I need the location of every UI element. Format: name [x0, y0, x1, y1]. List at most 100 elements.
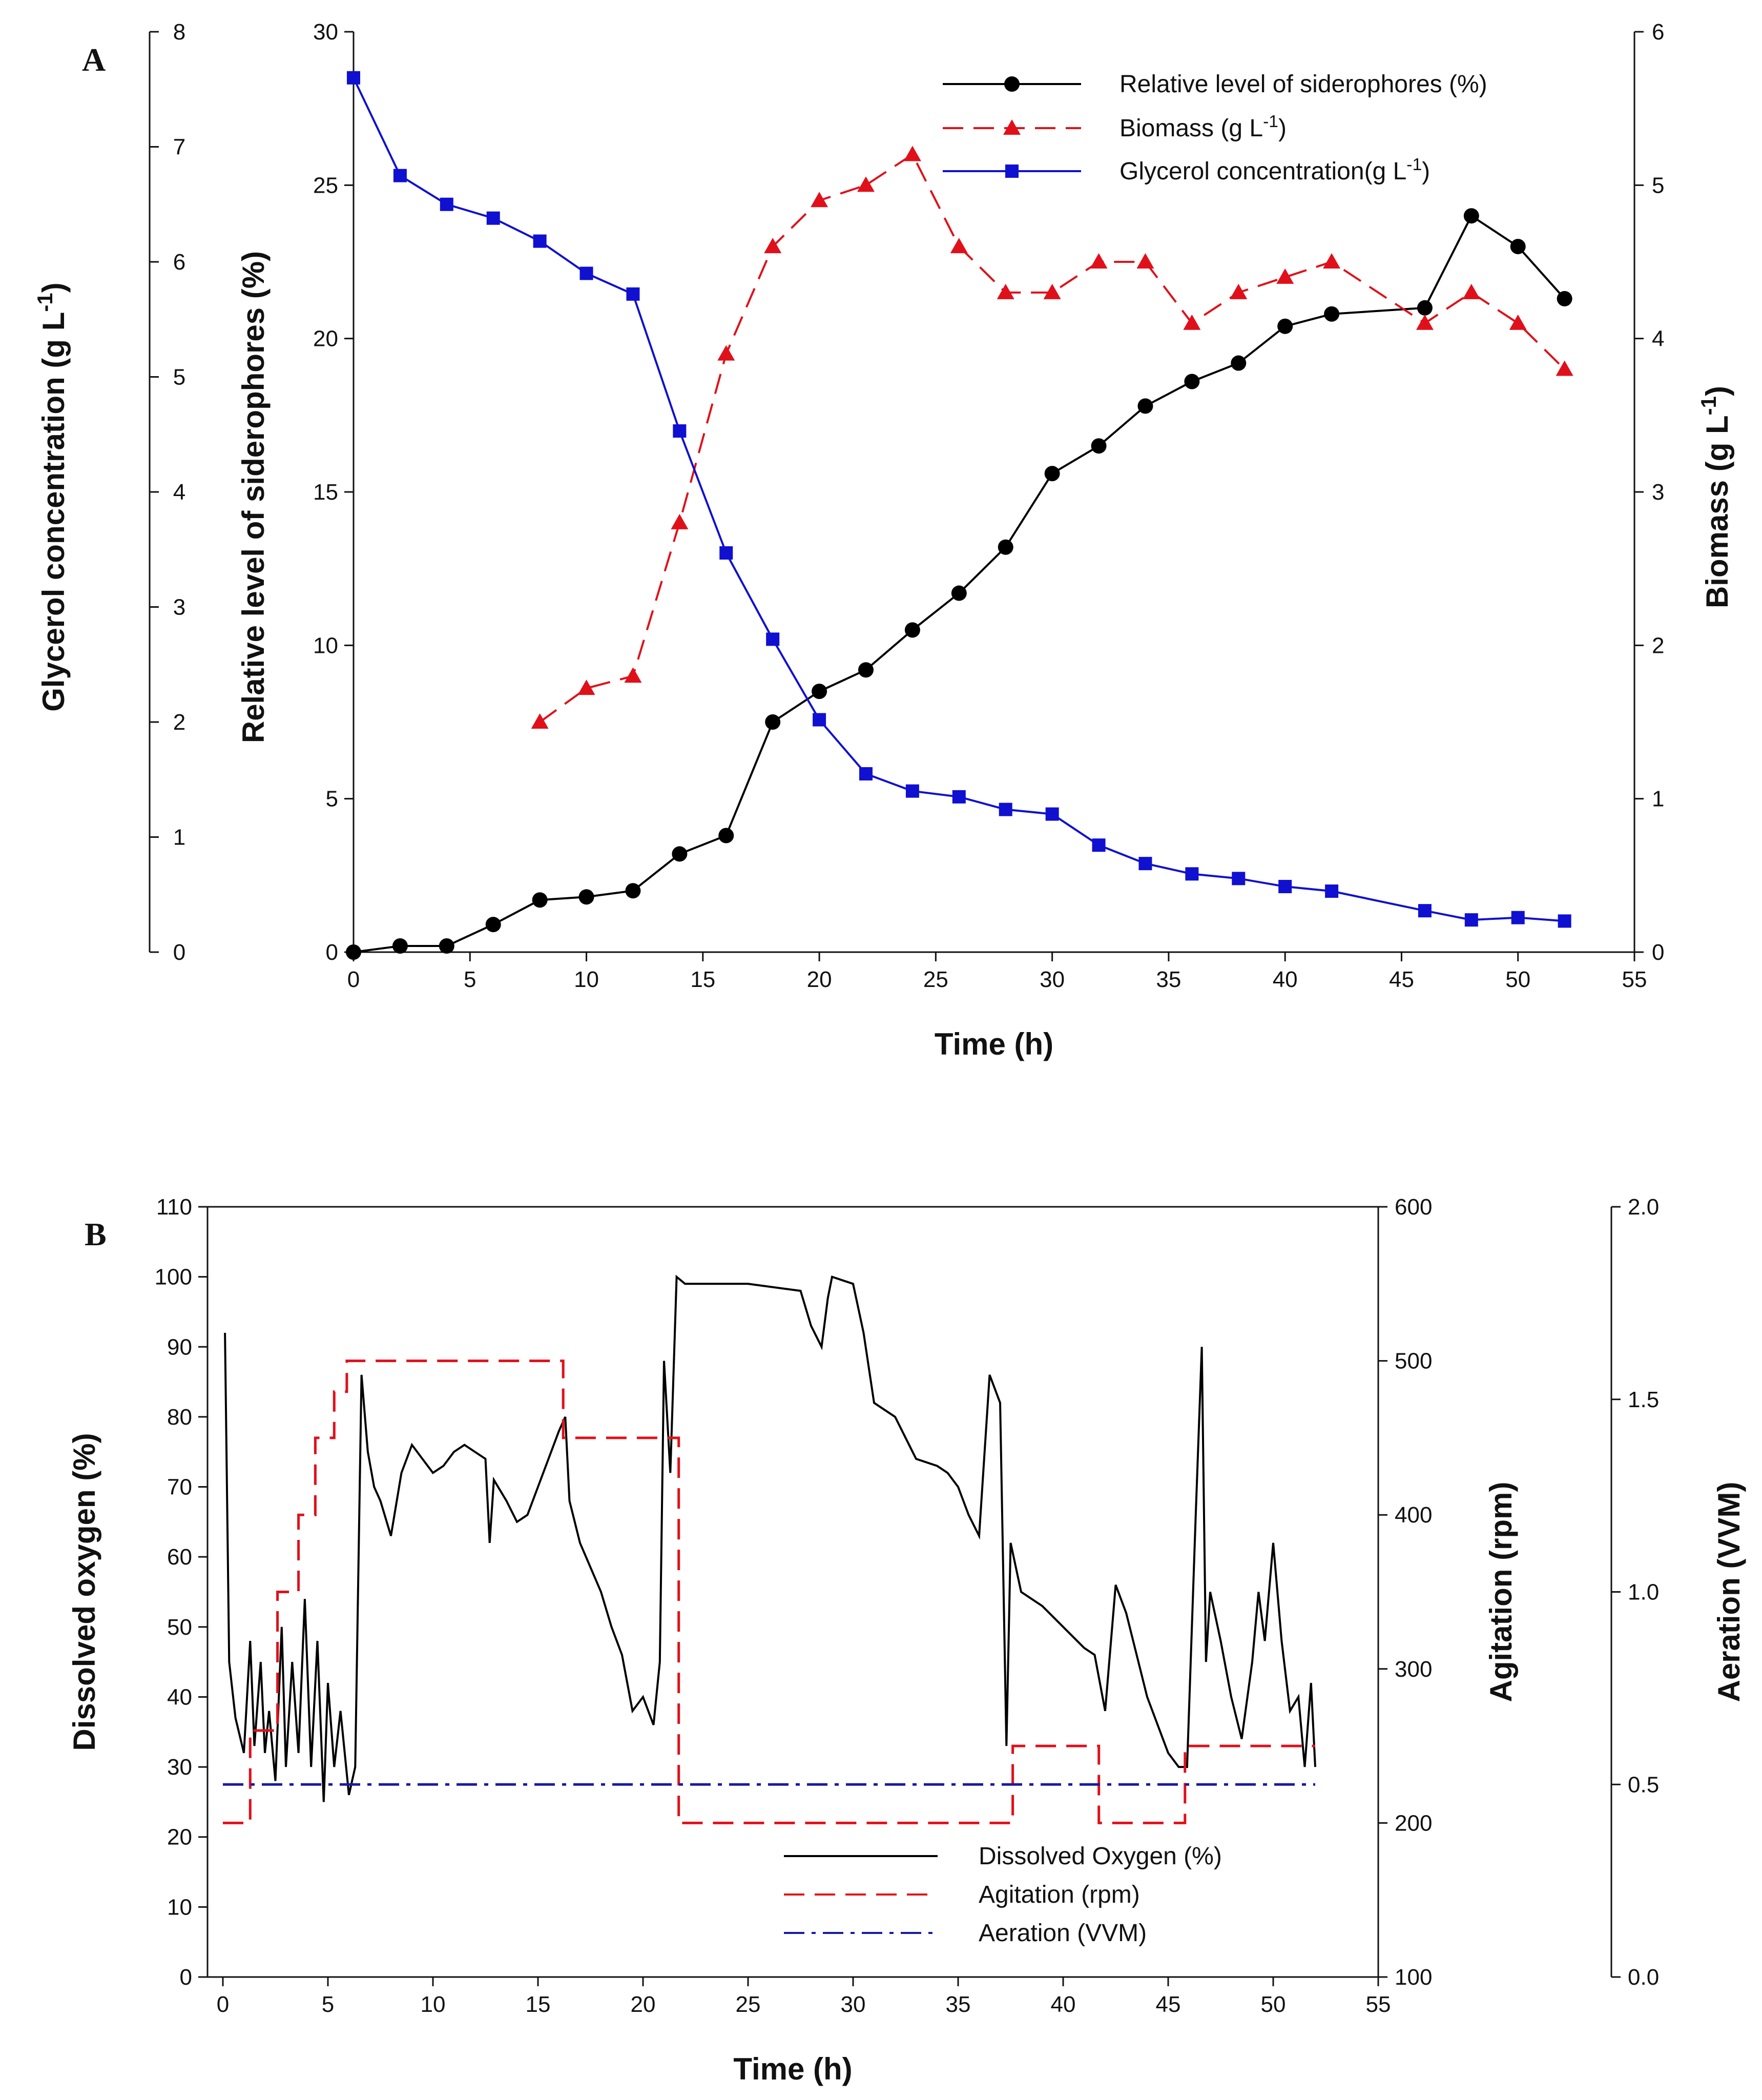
y-axis-title-agitation: Agitation (rpm): [1484, 1482, 1518, 1702]
series-dissolved-oxygen: [224, 1274, 1316, 1802]
data-point: [671, 513, 689, 529]
x-tick-label: 20: [807, 967, 832, 992]
data-point: [578, 889, 594, 905]
y-axis-title-glycerol: Glycerol concentration (g L-1): [33, 282, 71, 711]
data-point: [625, 883, 641, 899]
data-point: [813, 713, 826, 727]
x-tick-label: 30: [1040, 967, 1065, 992]
x-tick-label: 45: [1389, 967, 1414, 992]
y-tick-label-do: 0: [180, 1965, 192, 1990]
x-tick-label: 55: [1366, 1992, 1391, 2017]
y-tick-label-glycerol: 6: [173, 250, 185, 275]
series-line: [353, 214, 1566, 953]
data-point: [672, 846, 688, 862]
y-tick-label-biomass: 2: [1652, 633, 1664, 658]
data-point: [1138, 857, 1152, 871]
data-point: [857, 176, 875, 192]
data-point: [1511, 911, 1525, 924]
data-point: [1556, 360, 1573, 376]
x-tick-label: 30: [841, 1992, 866, 2017]
plot-frame: [206, 1206, 1379, 1978]
y-axis-title-siderophores: Relative level of siderophores (%): [236, 251, 271, 743]
x-tick-label: 0: [217, 1992, 229, 2017]
data-point: [485, 917, 501, 933]
data-point: [1558, 914, 1571, 928]
y-tick-label-do: 80: [167, 1405, 192, 1430]
y-tick-label-do: 50: [167, 1615, 192, 1640]
data-point: [1509, 314, 1527, 330]
data-point: [626, 287, 640, 301]
data-point: [439, 938, 454, 954]
y-tick-label-agitation: 500: [1395, 1349, 1432, 1374]
data-point: [766, 632, 780, 646]
y-tick-label-glycerol: 4: [173, 480, 185, 505]
x-tick-label: 40: [1273, 967, 1298, 992]
x-tick-label: 5: [464, 967, 476, 992]
legend-marker: [1003, 119, 1021, 135]
data-point: [392, 938, 408, 954]
y-tick-label-biomass: 3: [1652, 480, 1664, 505]
x-axis-title: Time (h): [733, 2052, 852, 2086]
data-point: [765, 714, 781, 730]
data-point: [905, 784, 919, 798]
legend-label: Dissolved Oxygen (%): [979, 1843, 1222, 1870]
data-point: [904, 622, 920, 638]
series-biomass: [531, 146, 1573, 729]
data-point: [717, 345, 735, 361]
legend-label: Biomass (g L-1): [1120, 112, 1287, 142]
data-point: [1278, 880, 1292, 894]
x-tick-label: 50: [1505, 967, 1530, 992]
x-tick-label: 25: [736, 1992, 761, 2017]
data-point: [1044, 466, 1060, 482]
data-point: [577, 680, 595, 695]
y-tick-label-glycerol: 5: [173, 365, 185, 390]
data-point: [811, 192, 828, 208]
data-point: [673, 424, 687, 438]
x-tick-label: 0: [347, 967, 360, 992]
x-tick-label: 45: [1156, 1992, 1181, 2017]
data-point: [719, 546, 733, 560]
y-tick-label-do: 20: [167, 1825, 192, 1850]
data-point: [393, 169, 407, 182]
data-point: [1324, 306, 1340, 322]
x-axis-title: Time (h): [935, 1027, 1053, 1061]
data-point: [1045, 807, 1059, 821]
data-point: [1276, 268, 1294, 284]
x-tick-label: 15: [526, 1992, 551, 2017]
data-point: [1418, 904, 1432, 918]
y-axis-title-biomass: Biomass (g L-1): [1696, 386, 1735, 608]
y-tick-label-do: 110: [156, 1195, 192, 1220]
y-axis-title-do: Dissolved oxygen (%): [67, 1433, 101, 1751]
data-point: [347, 71, 360, 85]
legend-label: Aeration (VVM): [979, 1920, 1147, 1947]
y-tick-label-siderophores: 25: [313, 173, 338, 198]
y-tick-label-do: 10: [167, 1895, 192, 1920]
legend-label: Agitation (rpm): [979, 1881, 1140, 1908]
x-tick-label: 55: [1622, 967, 1647, 992]
data-point: [998, 539, 1013, 555]
y-tick-label-siderophores: 10: [313, 633, 338, 658]
y-tick-label-do: 60: [167, 1545, 192, 1570]
data-point: [624, 667, 642, 683]
y-tick-label-agitation: 100: [1395, 1965, 1432, 1990]
data-point: [1277, 318, 1293, 334]
legend-label: Glycerol concentration(g L-1): [1120, 155, 1430, 186]
data-point: [1136, 253, 1154, 269]
data-point: [1091, 438, 1107, 454]
y-tick-label-glycerol: 3: [173, 595, 185, 620]
x-tick-label: 35: [1156, 967, 1181, 992]
data-point: [1417, 300, 1433, 316]
data-point: [1323, 253, 1341, 269]
y-tick-label-do: 70: [167, 1475, 192, 1500]
panel-b: B 0 5 10 15 20 25 30 35 40 45 50 55 Time (h) 0 10 20 30 40…: [67, 1195, 1746, 2086]
data-point: [1184, 374, 1200, 389]
y-tick-label-biomass: 6: [1652, 19, 1664, 45]
data-point: [1510, 239, 1526, 255]
y-tick-label-agitation: 200: [1395, 1810, 1432, 1836]
y-tick-label-aeration: 0.0: [1628, 1965, 1659, 1990]
x-tick-label: 25: [923, 967, 948, 992]
data-point: [346, 944, 361, 960]
x-tick-label: 15: [690, 967, 715, 992]
y-tick-label-do: 40: [167, 1684, 192, 1710]
